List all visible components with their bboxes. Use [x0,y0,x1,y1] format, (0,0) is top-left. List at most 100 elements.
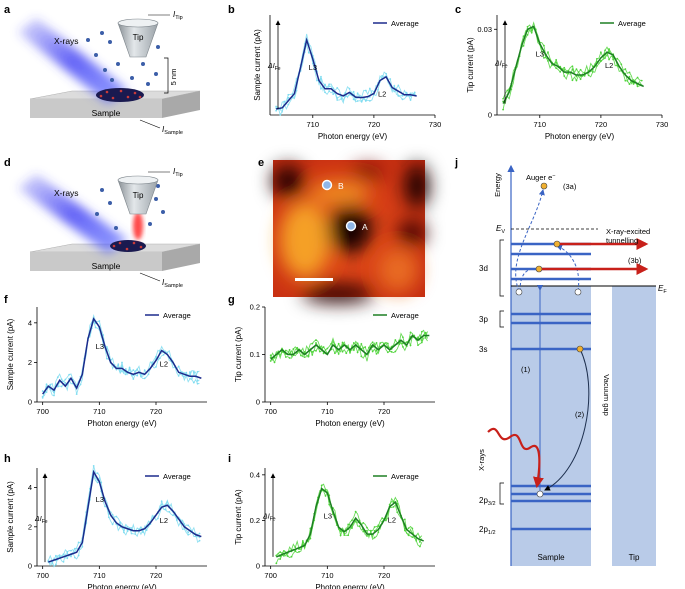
raw-scan-point [168,510,171,513]
raw-scan-point [392,500,395,503]
raw-scan-point [369,529,372,532]
chart-b: 710 720 730 Photon energy (eV) Sample curren… [253,15,441,141]
y-tick-label: 4 [28,318,32,327]
raw-scan-point [309,537,312,540]
raw-scan-point [287,93,290,96]
molecule-dots [99,89,142,100]
raw-scan-point [281,347,283,350]
raw-scan-point [121,369,123,372]
chart-g: 700 710 720 0 0.1 0.2 Photon energy (eV) Tip cu… [234,303,435,428]
raw-scan-point [345,352,348,355]
raw-scan-point [379,342,382,344]
sample-slab-side [162,244,200,271]
electron-dots [95,184,165,230]
y-tick-label: 0 [256,562,260,571]
raw-scan-point [177,365,180,368]
raw-scan-point [290,555,293,558]
raw-scan-point [286,555,289,557]
raw-scan-point [155,365,157,368]
raw-scan-point [303,356,306,359]
raw-scan-point [320,87,322,90]
point-a-marker [345,220,357,232]
raw-scan-point [183,527,186,530]
raw-scan-point [417,336,419,339]
raw-scan-point [360,100,363,103]
panel-label-a: a [4,4,11,16]
raw-scan-point [364,89,367,92]
raw-scan-point [640,79,643,82]
raw-scan-point [411,536,414,538]
chart-c: 710 720 730 0 0.03 Photon energy (eV) Tip curr… [466,15,668,141]
raw-scan-point [330,342,333,345]
raw-scan-point [371,350,374,353]
y-tick-label: 2 [28,522,32,531]
legend-label: Average [618,19,646,28]
xrays-label: X-rays [477,449,486,471]
x-tick-label: 720 [150,407,163,416]
raw-scan-point [288,348,291,351]
raw-scan-line [502,21,642,99]
raw-scan-point [192,370,195,373]
raw-scan-point [284,356,287,358]
raw-scan-point [279,551,282,553]
raw-scan-point [510,88,513,91]
raw-scan-point [354,510,357,513]
raw-scan-point [405,95,408,98]
raw-scan-point [124,368,127,370]
point-a-label: A [362,222,368,232]
raw-scan-point [360,355,363,358]
schematic-a: Tip ITip 5 nm X-rays Sample ISample [18,10,201,136]
raw-scan-point [324,91,326,94]
raw-scan-point [164,508,167,511]
raw-scan-point [575,79,578,82]
raw-scan-point [47,559,50,562]
raw-scan-point [62,553,65,556]
raw-scan-point [397,84,400,87]
raw-scan-point [415,538,418,541]
tip-label: Tip [133,33,144,42]
raw-scan-point [547,60,549,62]
raw-scan-point [340,97,343,100]
raw-scan-point [624,79,627,82]
level-3p-label: 3p [479,315,488,324]
raw-scan-point [628,71,631,74]
raw-scan-point [337,353,340,355]
panel-label-f: f [4,294,8,306]
raw-scan-point [362,521,365,524]
raw-scan-point [343,534,346,536]
raw-scan-point [420,330,423,333]
raw-scan-point [187,531,190,534]
average-line [502,25,644,104]
raw-scan-point [279,558,282,560]
raw-scan-point [324,84,326,87]
hole-dot-right [574,288,582,296]
raw-scan-point [502,97,505,100]
raw-scan-point [147,373,150,376]
raw-scan-point [311,351,314,353]
tunnelling-glow [133,212,143,240]
raw-scan-point [126,530,129,532]
raw-scan-point [275,109,278,112]
raw-scan-point [145,529,148,532]
molecule-dots [112,241,143,251]
raw-scan-point [393,84,396,87]
raw-scan-point [92,464,95,467]
raw-scan-point [555,67,558,70]
raw-scan-point [158,357,161,360]
raw-scan-point [81,545,84,548]
raw-scan-point [563,68,566,71]
xrays-label: X-rays [54,36,79,46]
annotation-l3: L3 [324,512,332,521]
raw-scan-point [530,29,533,32]
legend-label: Average [391,311,419,320]
raw-scan-point [599,51,602,54]
raw-scan-point [351,519,353,522]
raw-scan-point [506,89,509,92]
raw-scan-point [281,350,283,353]
raw-scan-point [117,364,120,367]
raw-scan-point [419,545,421,548]
raw-scan-point [196,382,199,385]
raw-scan-point [307,355,310,358]
delta-label: ΔIFe [262,513,276,522]
raw-scan-point [123,529,125,532]
